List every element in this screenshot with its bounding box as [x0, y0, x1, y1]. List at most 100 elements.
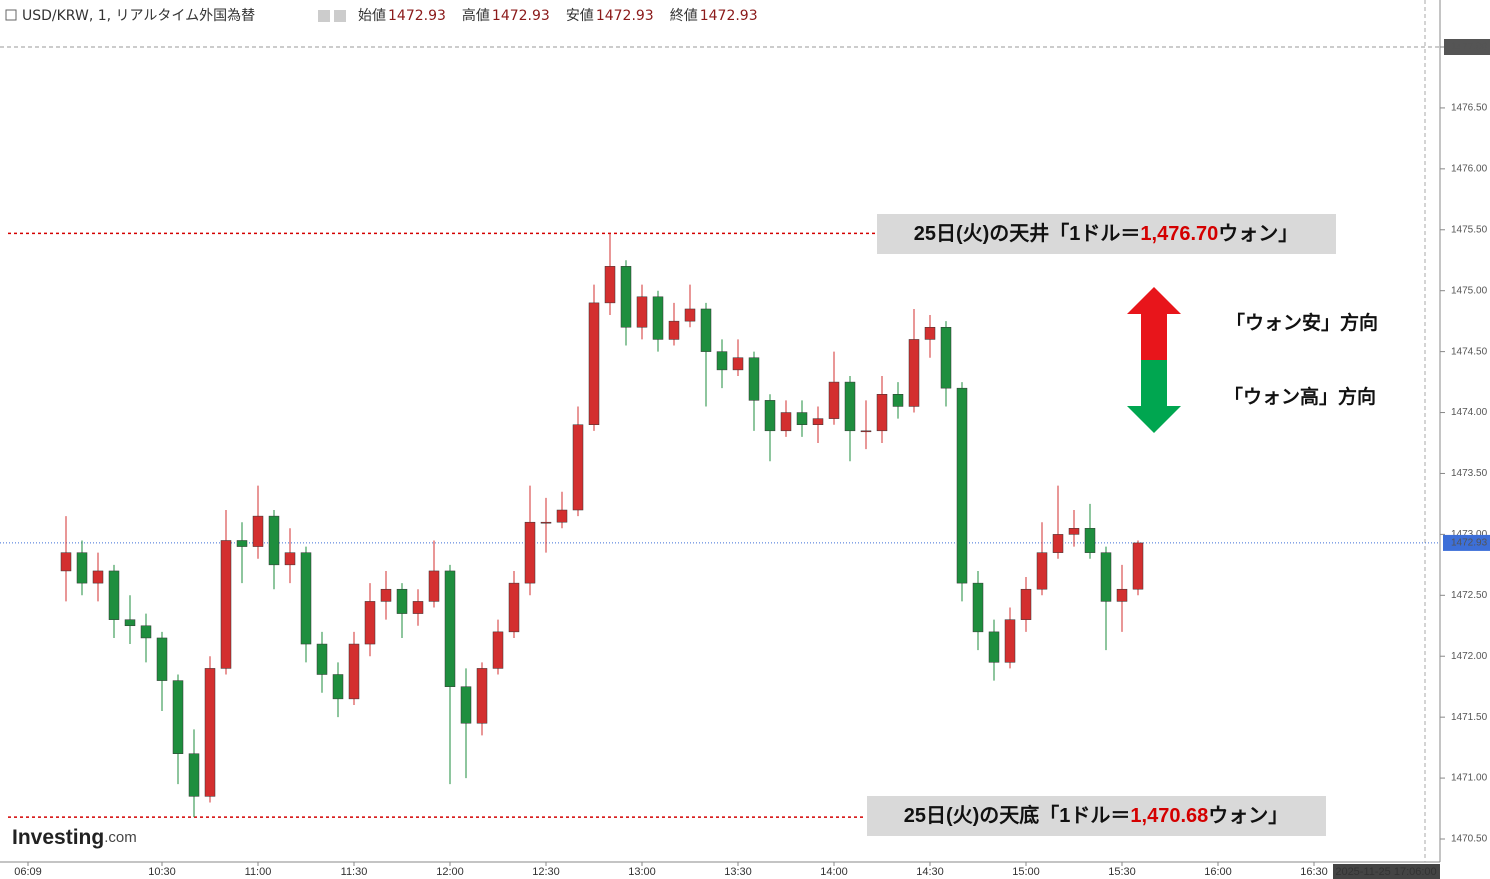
candle-body — [876, 394, 888, 432]
x-tick-label: 11:00 — [245, 866, 272, 878]
candle-body — [60, 552, 72, 572]
candle-body — [620, 266, 632, 328]
y-tick-label: 1475.00 — [1451, 285, 1488, 296]
candle-body — [796, 412, 808, 425]
candle-body — [1100, 552, 1112, 602]
symbol: USD/KRW, 1, リアルタイム外国為替 — [22, 8, 255, 24]
candle-body — [636, 296, 648, 328]
candle-body — [684, 308, 696, 322]
logo: Investing.com — [12, 826, 137, 849]
x-tick-label: 16:30 — [1300, 866, 1328, 878]
candle-body — [236, 540, 248, 547]
candle-body — [268, 515, 280, 566]
candle-body — [364, 601, 376, 645]
candle-body — [588, 302, 600, 425]
candle-body — [348, 643, 360, 700]
candle-body — [860, 430, 872, 433]
candle-body — [956, 387, 968, 584]
settings-icon[interactable] — [334, 10, 346, 22]
y-tick-label: 1473.50 — [1451, 468, 1488, 479]
candle-body — [1116, 588, 1128, 602]
timestamp-box — [1333, 864, 1440, 879]
legend-value: 1472.93 — [492, 8, 550, 24]
down-arrow — [1127, 360, 1181, 433]
logo-suffix: .com — [104, 829, 137, 846]
candle-body — [892, 394, 904, 407]
candle-body — [300, 552, 312, 645]
y-tick-label: 1472.00 — [1451, 651, 1488, 662]
direction-label: 「ウォン高」方向 — [1224, 385, 1376, 408]
high-annotation: 25日(火)の天井「1ドル＝1,476.70ウォン」 — [914, 221, 1299, 245]
y-tick-label: 1471.00 — [1451, 773, 1488, 784]
y-tick-box — [1444, 39, 1490, 55]
candle-body — [1068, 528, 1080, 535]
candle-body — [140, 625, 152, 639]
legend-label: 安値 — [566, 8, 594, 24]
settings-icon[interactable] — [318, 10, 330, 22]
candle-body — [380, 588, 392, 602]
x-tick-label: 12:00 — [436, 866, 464, 878]
candle-body — [1132, 542, 1144, 590]
candle-body — [220, 540, 232, 669]
candle-body — [908, 339, 920, 407]
candle-body — [156, 637, 168, 681]
annotation-value: 1,476.70 — [1140, 223, 1218, 245]
candle-body — [828, 381, 840, 419]
candle-body — [780, 412, 792, 432]
y-tick-label: 1473.00 — [1451, 529, 1488, 540]
x-tick-label: 14:00 — [820, 866, 848, 878]
annotation-box — [867, 796, 1326, 836]
candle-body — [748, 357, 760, 401]
annotation-value: 1,470.68 — [1130, 805, 1208, 827]
annotation-box — [877, 214, 1336, 254]
timestamp: 2025-11-25 17:06:00 — [1335, 866, 1436, 878]
candle-body — [716, 351, 728, 371]
candle-body — [604, 266, 616, 304]
low-annotation: 25日(火)の天底「1ドル＝1,470.68ウォン」 — [904, 803, 1289, 827]
candle-body — [812, 418, 824, 425]
x-tick-label: 06:09 — [14, 866, 42, 878]
x-tick-label: 16:00 — [1204, 866, 1232, 878]
candle-body — [476, 668, 488, 724]
annotation-text: ウォン」 — [1208, 804, 1288, 827]
last-price-label: 1472.93 — [1451, 538, 1488, 549]
y-tick-label: 1475.50 — [1451, 224, 1488, 235]
candle-body — [524, 521, 536, 584]
collapse-icon[interactable] — [5, 9, 17, 21]
candle-body — [940, 326, 952, 389]
x-tick-label: 13:30 — [724, 866, 752, 878]
y-tick-label: 1477.00 — [1451, 42, 1488, 53]
x-tick-label: 10:30 — [148, 866, 176, 878]
x-tick-label: 13:00 — [628, 866, 656, 878]
candle-body — [1052, 534, 1064, 553]
candle-body — [492, 631, 504, 669]
candle-body — [172, 680, 184, 754]
legend-label: 終値 — [670, 8, 698, 24]
candle-body — [764, 400, 776, 432]
candle-body — [1084, 528, 1096, 553]
candle-body — [460, 686, 472, 724]
plot — [0, 232, 1440, 818]
candle-body — [204, 668, 216, 797]
candle-body — [92, 570, 104, 584]
candle-body — [428, 570, 440, 602]
annotation-text: 25日(火)の天井「1ドル＝ — [914, 221, 1141, 245]
candle-body — [508, 582, 520, 633]
candle-body — [396, 588, 408, 614]
candle-body — [652, 296, 664, 340]
candle-body — [700, 308, 712, 352]
up-arrow — [1127, 287, 1181, 360]
legend-value: 1472.93 — [388, 8, 446, 24]
legend-label: 始値 — [358, 8, 386, 24]
candle-body — [188, 753, 200, 797]
candle-body — [1020, 588, 1032, 620]
y-tick-label: 1474.50 — [1451, 346, 1488, 357]
x-tick-label: 15:00 — [1012, 866, 1040, 878]
annotation-text: 25日(火)の天底「1ドル＝ — [904, 803, 1131, 827]
candle-body — [76, 552, 88, 584]
y-tick-label: 1476.00 — [1451, 163, 1488, 174]
candle-body — [444, 570, 456, 687]
candle-body — [668, 320, 680, 340]
